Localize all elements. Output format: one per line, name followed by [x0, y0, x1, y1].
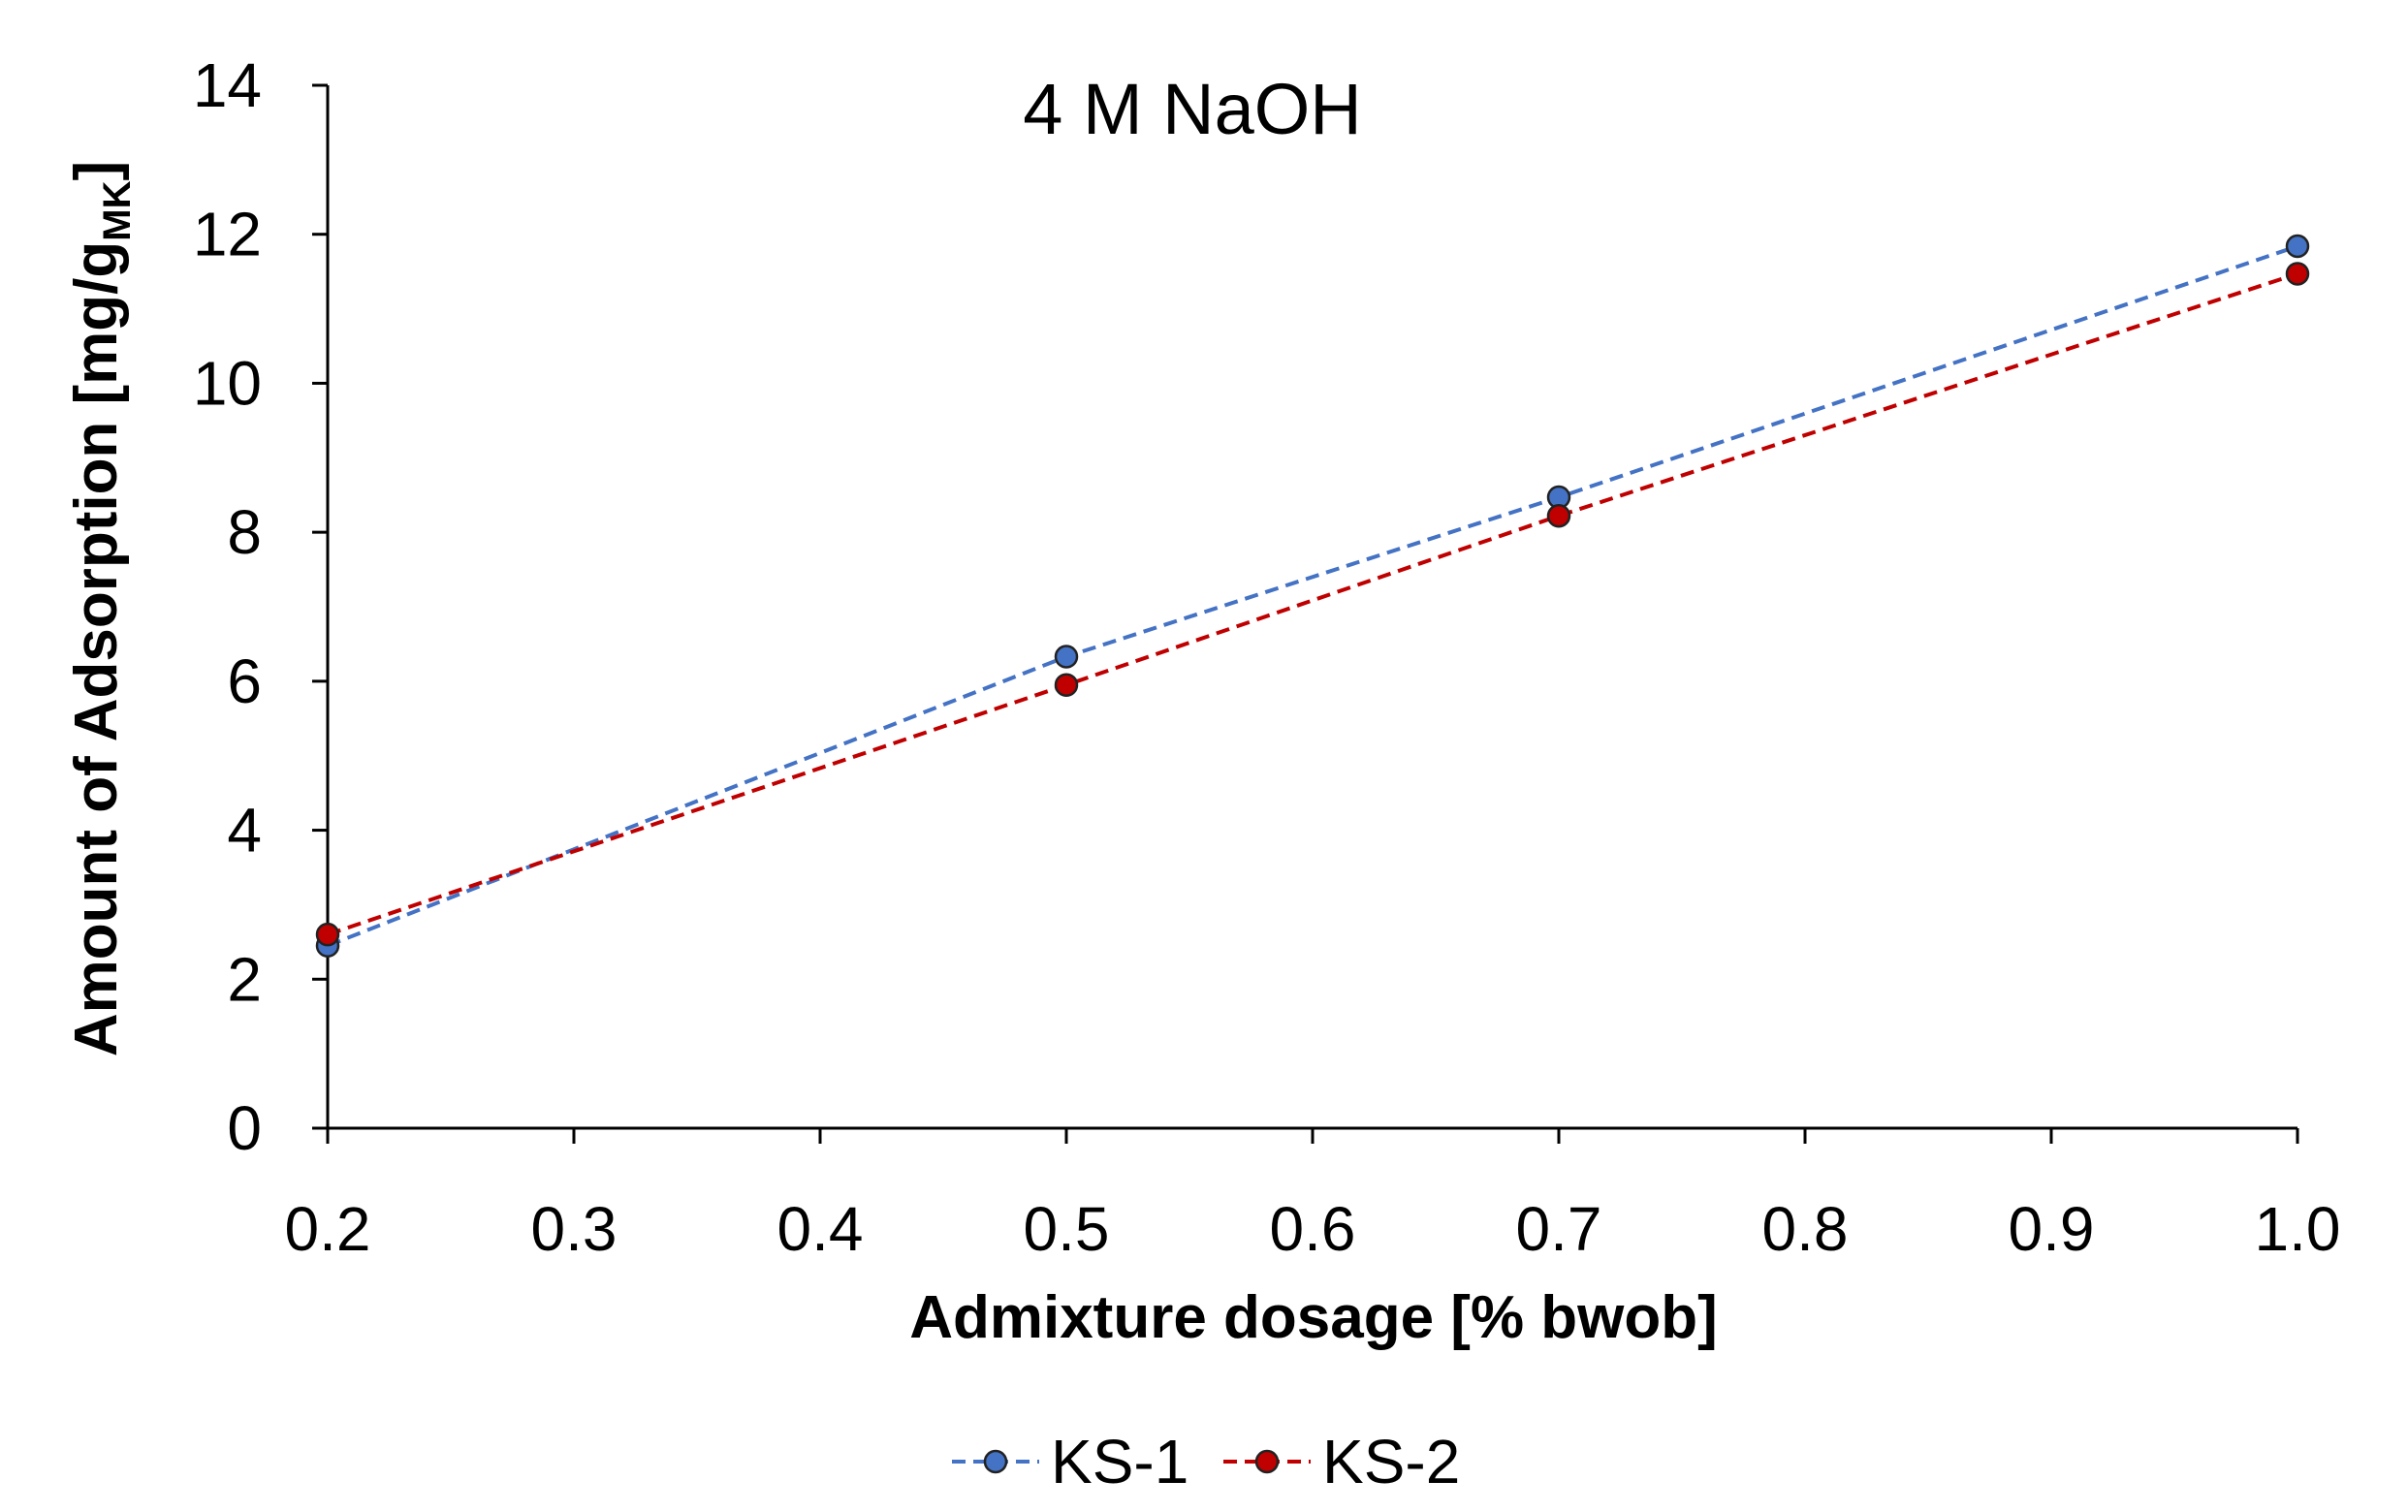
x-axis-title: Admixture dosage [% bwob]	[909, 1284, 1718, 1351]
y-axis-title: Amount of Adsorption [mg/gMK]	[63, 161, 139, 1056]
x-tick-label: 0.9	[2009, 1194, 2095, 1264]
legend-label-ks-1: KS-1	[1051, 1427, 1188, 1496]
data-point-ks-2	[2285, 262, 2310, 286]
y-axis-title-subscript: MK	[96, 180, 139, 240]
axes: 0.2 0.3 0.4 0.5 0.6 0.7 0.8 0.9 1.0 0 2 4 6 8 10 12 14	[193, 50, 2341, 1264]
data-point-ks-1	[1054, 645, 1079, 669]
y-tick-label: 14	[193, 50, 262, 120]
y-axis-title-main: Amount of Adsorption [mg/g	[63, 241, 130, 1056]
y-tick-label: 12	[193, 200, 262, 269]
x-tick-label: 0.6	[1270, 1194, 1356, 1264]
legend-label-ks-2: KS-2	[1322, 1427, 1460, 1496]
x-tick-label: 0.2	[285, 1194, 371, 1264]
legend: KS-1 KS-2	[952, 1427, 1460, 1496]
chart-title: 4 M NaOH	[1023, 69, 1362, 149]
x-tick-label: 0.3	[531, 1194, 618, 1264]
data-point-ks-2	[1054, 673, 1079, 697]
y-tick-label: 2	[227, 944, 262, 1014]
x-tick-label: 0.7	[1516, 1194, 1602, 1264]
y-tick-label: 4	[227, 796, 262, 866]
x-tick-label: 0.8	[1762, 1194, 1849, 1264]
data-point-ks-2	[1546, 503, 1571, 528]
y-tick-label: 6	[227, 646, 262, 716]
y-tick-label: 10	[193, 348, 262, 418]
data-point-ks-2	[315, 922, 340, 947]
y-tick-label: 0	[227, 1093, 262, 1163]
legend-marker-ks-2	[1254, 1449, 1280, 1474]
x-tick-label: 0.4	[777, 1194, 864, 1264]
y-tick-label: 8	[227, 497, 262, 567]
legend-marker-ks-1	[983, 1449, 1008, 1474]
x-tick-label: 1.0	[2255, 1194, 2341, 1264]
x-tick-label: 0.5	[1024, 1194, 1110, 1264]
data-point-ks-1	[2285, 234, 2310, 259]
series-line-ks-2	[327, 271, 2298, 937]
y-axis-title-suffix: ]	[63, 161, 130, 181]
series-line-ks-1	[327, 244, 2298, 948]
plot-area	[315, 234, 2310, 958]
